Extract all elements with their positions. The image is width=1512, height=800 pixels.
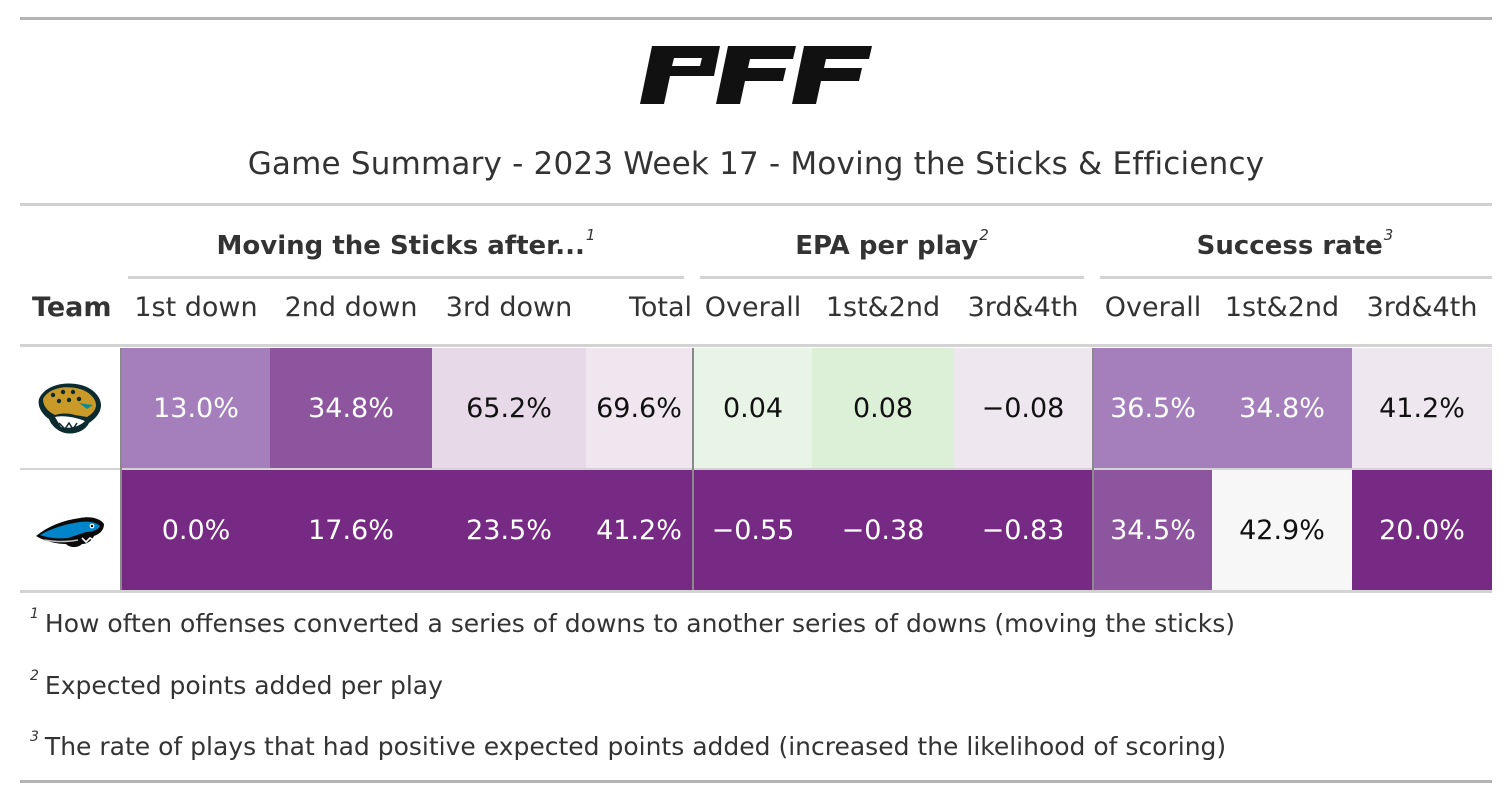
table-cell: 0.04 [694, 348, 812, 468]
table-cell: −0.08 [954, 348, 1092, 468]
table-cell: 41.2% [586, 470, 692, 590]
column-divider [1092, 348, 1094, 590]
column-header: 3rd&4th [967, 292, 1079, 323]
column-header: 1st&2nd [1224, 292, 1340, 323]
table-cell: 17.6% [270, 470, 432, 590]
spanner-rule [700, 276, 1084, 279]
column-header: 3rd down [445, 292, 573, 323]
spanner-rule [1100, 276, 1492, 279]
footnote-mark: 2 [30, 668, 39, 684]
table-cell: 23.5% [432, 470, 586, 590]
spanner-epa: EPA per play2 [795, 226, 989, 261]
table-cell: −0.83 [954, 470, 1092, 590]
footnote-mark: 1 [30, 606, 39, 622]
spanner-success-rate: Success rate3 [1196, 226, 1394, 261]
table-cell: 0.0% [122, 470, 270, 590]
footnote: 1 How often offenses converted a series o… [30, 606, 1235, 638]
carolina-panthers-logo-icon [36, 517, 104, 547]
column-header: 2nd down [284, 292, 418, 323]
footnote: 3 The rate of plays that had positive exp… [30, 729, 1227, 761]
spanner-rule [128, 276, 684, 279]
column-divider [120, 348, 122, 590]
table-cell: 42.9% [1212, 470, 1352, 590]
table-bottom-rule [20, 590, 1492, 593]
row-rule [20, 468, 1492, 470]
pff-logo-icon [640, 46, 872, 104]
team-cell-panthers [20, 470, 120, 590]
title-rule [20, 203, 1492, 206]
table-cell: 34.8% [270, 348, 432, 468]
table-cell: 41.2% [1352, 348, 1492, 468]
table-cell: 34.5% [1094, 470, 1212, 590]
column-header: 3rd&4th [1366, 292, 1478, 323]
column-header: Total [628, 292, 692, 323]
table-cell: 69.6% [586, 348, 692, 468]
jacksonville-jaguars-logo-icon [38, 383, 101, 434]
bottom-rule [20, 780, 1492, 783]
table-title: Game Summary - 2023 Week 17 - Moving the… [247, 146, 1265, 182]
footnote-mark: 2 [979, 226, 989, 244]
top-rule [20, 17, 1492, 20]
table-cell: −0.38 [812, 470, 954, 590]
spanner-moving-sticks: Moving the Sticks after...1 [216, 226, 596, 261]
team-cell-jaguars [20, 348, 120, 468]
column-header: 1st&2nd [825, 292, 941, 323]
table-cell: 36.5% [1094, 348, 1212, 468]
footnote-mark: 1 [585, 226, 596, 244]
footnote-mark: 3 [1383, 226, 1394, 244]
column-header: Overall [704, 292, 802, 323]
footnote-mark: 3 [30, 729, 39, 745]
column-divider [692, 348, 694, 590]
column-header: 1st down [134, 292, 258, 323]
table-cell: 20.0% [1352, 470, 1492, 590]
table-cell: −0.55 [694, 470, 812, 590]
table-cell: 65.2% [432, 348, 586, 468]
column-header-team: Team [32, 292, 112, 323]
footnote: 2 Expected points added per play [30, 668, 443, 700]
table-cell: 0.08 [812, 348, 954, 468]
column-header: Overall [1104, 292, 1202, 323]
table-cell: 13.0% [122, 348, 270, 468]
header-rule [20, 344, 1492, 347]
table-cell: 34.8% [1212, 348, 1352, 468]
